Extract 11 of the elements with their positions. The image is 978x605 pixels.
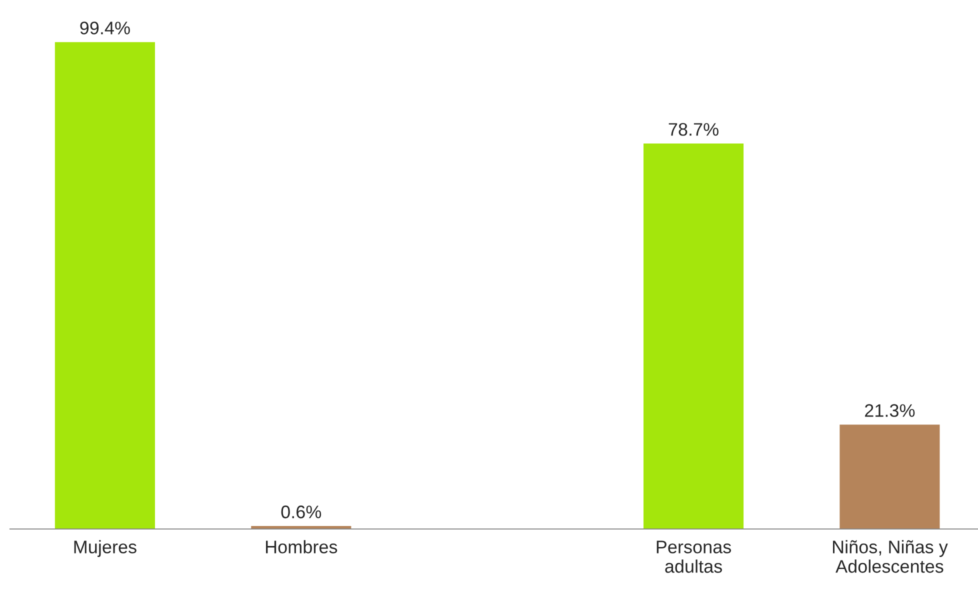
data-label: 0.6% xyxy=(281,506,322,518)
bar xyxy=(840,424,940,529)
x-tick-label: Mujeres xyxy=(74,540,136,557)
bar xyxy=(643,144,744,529)
data-label: 78.7% xyxy=(668,123,718,136)
bar xyxy=(54,42,155,529)
x-tick-label: Niños, Niñas y Adolescentes xyxy=(833,540,948,573)
data-label: 21.3% xyxy=(865,404,915,417)
x-tick-label: Hombres xyxy=(266,540,338,554)
data-label: 99.4% xyxy=(80,22,130,34)
x-tick-label: Personas adultas xyxy=(656,540,732,573)
